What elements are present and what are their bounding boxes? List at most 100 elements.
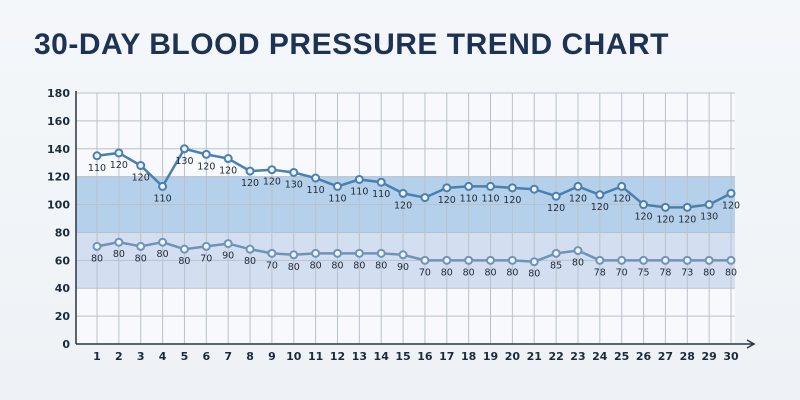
data-point — [289, 250, 299, 260]
data-label: 110 — [328, 193, 346, 204]
x-tick-label: 11 — [308, 350, 323, 363]
data-point — [595, 190, 605, 200]
x-tick-label: 7 — [224, 350, 232, 363]
x-tick-label: 3 — [137, 350, 145, 363]
data-point — [442, 183, 452, 193]
data-label: 120 — [132, 173, 150, 184]
data-label: 120 — [241, 178, 259, 189]
data-point — [529, 257, 539, 267]
x-axis-arrow-icon — [746, 339, 756, 349]
x-tick-label: 22 — [548, 350, 563, 363]
data-point — [420, 193, 430, 203]
x-tick-label: 6 — [202, 350, 210, 363]
y-tick-label: 140 — [47, 143, 70, 156]
data-label: 85 — [550, 260, 562, 271]
data-label: 80 — [288, 262, 300, 273]
data-point — [529, 184, 539, 194]
data-label: 80 — [725, 267, 737, 278]
data-point — [136, 241, 146, 251]
data-point — [464, 181, 474, 191]
x-tick-label: 21 — [527, 350, 542, 363]
x-tick-label: 20 — [505, 350, 521, 363]
data-label: 80 — [91, 253, 103, 264]
data-point — [704, 200, 714, 210]
data-label: 120 — [569, 193, 587, 204]
y-tick-label: 40 — [55, 282, 71, 295]
data-point — [660, 202, 670, 212]
data-point — [245, 166, 255, 176]
data-point — [223, 239, 233, 249]
x-tick-label: 4 — [159, 350, 167, 363]
data-label: 110 — [307, 185, 325, 196]
data-label: 80 — [244, 256, 256, 267]
data-label: 70 — [200, 253, 212, 264]
data-label: 120 — [547, 203, 565, 214]
data-point — [704, 255, 714, 265]
data-point — [136, 161, 146, 171]
data-point — [573, 246, 583, 256]
data-label: 130 — [285, 179, 303, 190]
data-label: 120 — [613, 193, 631, 204]
data-label: 120 — [678, 214, 696, 225]
data-label: 80 — [113, 249, 125, 260]
data-label: 80 — [441, 267, 453, 278]
data-point — [660, 255, 670, 265]
data-label: 120 — [263, 177, 281, 188]
data-point — [726, 255, 736, 265]
data-point — [682, 255, 692, 265]
data-label: 120 — [394, 200, 412, 211]
data-label: 80 — [506, 267, 518, 278]
data-point — [376, 248, 386, 258]
x-tick-label: 24 — [592, 350, 608, 363]
x-tick-label: 25 — [614, 350, 629, 363]
data-point — [507, 183, 517, 193]
data-point — [354, 174, 364, 184]
x-tick-label: 27 — [658, 350, 673, 363]
data-point — [114, 237, 124, 247]
x-tick-label: 5 — [181, 350, 189, 363]
x-tick-label: 9 — [268, 350, 276, 363]
data-label: 80 — [178, 256, 190, 267]
data-point — [486, 181, 496, 191]
data-point — [639, 200, 649, 210]
data-label: 110 — [154, 193, 172, 204]
data-point — [267, 248, 277, 258]
data-point — [464, 255, 474, 265]
data-label: 78 — [594, 267, 606, 278]
data-label: 110 — [88, 163, 106, 174]
data-label: 70 — [266, 260, 278, 271]
data-point — [398, 250, 408, 260]
x-tick-label: 26 — [636, 350, 652, 363]
y-tick-label: 60 — [55, 254, 71, 267]
data-point — [639, 255, 649, 265]
data-point — [158, 237, 168, 247]
data-point — [201, 241, 211, 251]
data-label: 120 — [219, 166, 237, 177]
data-label: 80 — [375, 260, 387, 271]
data-label: 75 — [638, 267, 650, 278]
x-tick-label: 12 — [330, 350, 345, 363]
data-point — [245, 244, 255, 254]
x-tick-label: 18 — [461, 350, 476, 363]
data-label: 80 — [572, 258, 584, 269]
data-label: 120 — [722, 200, 740, 211]
data-point — [682, 202, 692, 212]
data-label: 80 — [463, 267, 475, 278]
data-label: 120 — [197, 161, 215, 172]
data-label: 80 — [135, 253, 147, 264]
data-point — [376, 177, 386, 187]
data-label: 80 — [310, 260, 322, 271]
y-tick-label: 180 — [47, 87, 70, 100]
data-point — [354, 248, 364, 258]
data-label: 120 — [634, 212, 652, 223]
chart-title: 30-DAY BLOOD PRESSURE TREND CHART — [34, 28, 669, 61]
x-tick-label: 17 — [439, 350, 454, 363]
data-point — [332, 181, 342, 191]
x-tick-label: 23 — [570, 350, 585, 363]
data-point — [332, 248, 342, 258]
data-label: 120 — [503, 195, 521, 206]
x-tick-label: 8 — [246, 350, 254, 363]
data-label: 130 — [175, 156, 193, 167]
data-point — [398, 188, 408, 198]
